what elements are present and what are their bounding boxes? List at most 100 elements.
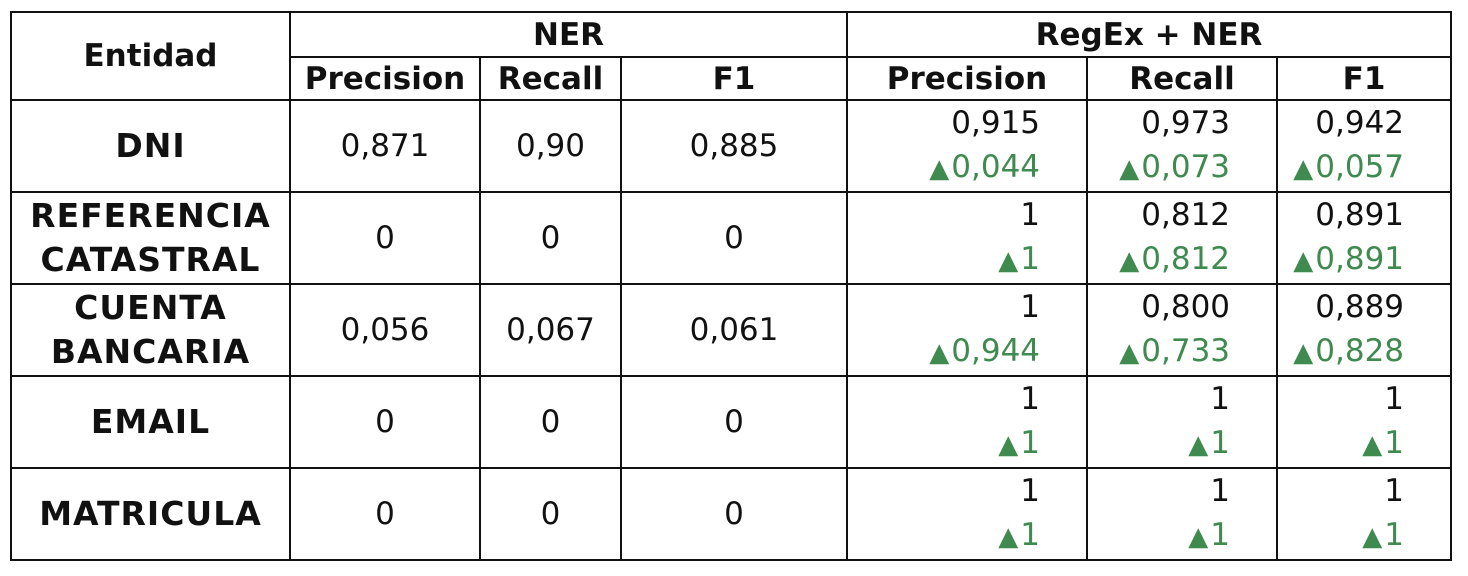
ner-recall-header: Recall <box>479 56 622 101</box>
regex-recall-value: 0,800 <box>1141 289 1231 325</box>
ner-f1-cell: 0,885 <box>619 99 849 193</box>
regex-f1-value: 0,942 <box>1315 105 1405 141</box>
ner-recall-cell: 0 <box>479 375 622 469</box>
table-row: DNI 0,871 0,90 0,885 0,915 ▲0,044 0,973 ▲0,073 0… <box>10 99 1453 193</box>
regex-recall-cell: 1 ▲1 <box>1086 375 1279 469</box>
ner-f1-cell: 0 <box>619 191 849 285</box>
regex-f1-value: 1 <box>1384 381 1405 417</box>
improvement-delta: ▲0,828 <box>1278 329 1404 375</box>
up-triangle-icon: ▲ <box>1293 246 1314 276</box>
delta-value: 0,891 <box>1315 241 1405 277</box>
entity-cell: REFERENCIA CATASTRAL <box>10 191 291 285</box>
regex-f1-cell: 1 ▲1 <box>1276 375 1453 469</box>
improvement-delta: ▲1 <box>1088 421 1230 467</box>
regex-f1-value: 1 <box>1384 473 1405 509</box>
ner-precision-header: Precision <box>289 56 481 101</box>
improvement-delta: ▲0,891 <box>1278 237 1404 283</box>
ner-precision-cell: 0 <box>289 375 481 469</box>
regex-recall-cell: 1 ▲1 <box>1086 467 1279 561</box>
regex-f1-cell: 0,891 ▲0,891 <box>1276 191 1453 285</box>
improvement-delta: ▲0,044 <box>848 145 1040 191</box>
up-triangle-icon: ▲ <box>1362 430 1383 460</box>
improvement-delta: ▲1 <box>1278 421 1404 467</box>
up-triangle-icon: ▲ <box>1188 430 1209 460</box>
regex-recall-cell: 0,812 ▲0,812 <box>1086 191 1279 285</box>
improvement-delta: ▲0,812 <box>1088 237 1230 283</box>
regex-recall-header: Recall <box>1086 56 1279 101</box>
delta-value: 0,828 <box>1315 333 1405 369</box>
improvement-delta: ▲0,057 <box>1278 145 1404 191</box>
entity-cell: DNI <box>10 99 291 193</box>
ner-f1-cell: 0 <box>619 467 849 561</box>
ner-precision-cell: 0 <box>289 467 481 561</box>
delta-value: 0,073 <box>1141 149 1231 185</box>
regex-precision-cell: 0,915 ▲0,044 <box>846 99 1089 193</box>
regex-recall-value: 1 <box>1210 381 1231 417</box>
regex-f1-cell: 0,889 ▲0,828 <box>1276 283 1453 377</box>
regex-f1-cell: 1 ▲1 <box>1276 467 1453 561</box>
up-triangle-icon: ▲ <box>998 430 1019 460</box>
improvement-delta: ▲1 <box>1278 513 1404 559</box>
ner-recall-cell: 0,067 <box>479 283 622 377</box>
up-triangle-icon: ▲ <box>1119 338 1140 368</box>
table-row: REFERENCIA CATASTRAL 0 0 0 1 ▲1 0,812 ▲0,812 0,8… <box>10 191 1453 285</box>
delta-value: 0,944 <box>951 333 1041 369</box>
improvement-delta: ▲0,944 <box>848 329 1040 375</box>
up-triangle-icon: ▲ <box>1119 154 1140 184</box>
regex-precision-value: 1 <box>1020 289 1041 325</box>
ner-group-header: NER <box>288 11 849 58</box>
up-triangle-icon: ▲ <box>1293 338 1314 368</box>
improvement-delta: ▲0,073 <box>1088 145 1230 191</box>
delta-value: 0,044 <box>951 149 1041 185</box>
regex-recall-cell: 0,800 ▲0,733 <box>1086 283 1279 377</box>
regex-recall-value: 0,812 <box>1141 197 1231 233</box>
delta-value: 1 <box>1020 241 1041 277</box>
regex-ner-group-header: RegEx + NER <box>846 11 1453 58</box>
delta-value: 0,812 <box>1141 241 1231 277</box>
delta-value: 1 <box>1210 425 1231 461</box>
improvement-delta: ▲1 <box>848 513 1040 559</box>
regex-f1-value: 0,889 <box>1315 289 1405 325</box>
up-triangle-icon: ▲ <box>929 338 950 368</box>
improvement-delta: ▲1 <box>848 237 1040 283</box>
regex-precision-value: 1 <box>1020 381 1041 417</box>
delta-value: 1 <box>1020 425 1041 461</box>
ner-precision-cell: 0,056 <box>289 283 481 377</box>
table-row: EMAIL 0 0 0 1 ▲1 1 ▲1 1 ▲1 <box>10 375 1453 469</box>
ner-precision-cell: 0 <box>289 191 481 285</box>
delta-value: 1 <box>1020 517 1041 553</box>
regex-f1-cell: 0,942 ▲0,057 <box>1276 99 1453 193</box>
regex-precision-value: 1 <box>1020 473 1041 509</box>
up-triangle-icon: ▲ <box>1188 522 1209 552</box>
improvement-delta: ▲0,733 <box>1088 329 1230 375</box>
regex-precision-cell: 1 ▲1 <box>846 191 1089 285</box>
ner-recall-cell: 0 <box>479 191 622 285</box>
delta-value: 0,733 <box>1141 333 1231 369</box>
ner-f1-cell: 0 <box>619 375 849 469</box>
up-triangle-icon: ▲ <box>998 246 1019 276</box>
up-triangle-icon: ▲ <box>1119 246 1140 276</box>
regex-precision-cell: 1 ▲1 <box>846 375 1089 469</box>
delta-value: 1 <box>1210 517 1231 553</box>
regex-f1-value: 0,891 <box>1315 197 1405 233</box>
results-table: Entidad NER RegEx + NER Precision Recall… <box>10 11 1453 561</box>
entity-cell: EMAIL <box>10 375 291 469</box>
delta-value: 0,057 <box>1315 149 1405 185</box>
improvement-delta: ▲1 <box>1088 513 1230 559</box>
table-row: CUENTA BANCARIA 0,056 0,067 0,061 1 ▲0,944 0,8… <box>10 283 1453 377</box>
ner-precision-cell: 0,871 <box>289 99 481 193</box>
regex-precision-header: Precision <box>846 56 1089 101</box>
regex-recall-value: 0,973 <box>1141 105 1231 141</box>
regex-recall-value: 1 <box>1210 473 1231 509</box>
regex-precision-cell: 1 ▲0,944 <box>846 283 1089 377</box>
up-triangle-icon: ▲ <box>929 154 950 184</box>
delta-value: 1 <box>1384 425 1405 461</box>
regex-recall-cell: 0,973 ▲0,073 <box>1086 99 1279 193</box>
entity-cell: CUENTA BANCARIA <box>10 283 291 377</box>
up-triangle-icon: ▲ <box>998 522 1019 552</box>
delta-value: 1 <box>1384 517 1405 553</box>
table-row: MATRICULA 0 0 0 1 ▲1 1 ▲1 1 ▲1 <box>10 467 1453 561</box>
ner-f1-header: F1 <box>619 56 849 101</box>
up-triangle-icon: ▲ <box>1362 522 1383 552</box>
ner-recall-cell: 0,90 <box>479 99 622 193</box>
